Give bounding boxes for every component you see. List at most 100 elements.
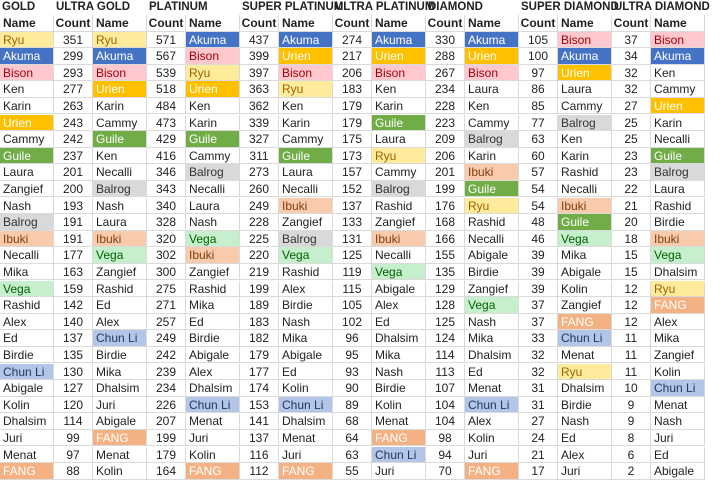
character-name-cell[interactable]: Dhalsim <box>372 330 426 347</box>
character-name-cell[interactable]: Urien <box>651 97 705 115</box>
count-cell[interactable]: 179 <box>333 114 372 132</box>
character-name-cell[interactable]: Abigale <box>651 463 705 480</box>
count-column-header[interactable]: Count <box>240 15 279 32</box>
count-cell[interactable]: 86 <box>519 81 558 98</box>
character-name-cell[interactable]: Ken <box>93 147 147 165</box>
character-name-cell[interactable]: Kolin <box>558 280 612 298</box>
character-name-cell[interactable]: Chun Li <box>279 396 333 414</box>
character-name-cell[interactable]: Cammy <box>372 164 426 181</box>
count-cell[interactable]: 293 <box>54 64 93 82</box>
character-name-cell[interactable]: Abigale <box>93 413 147 430</box>
character-name-cell[interactable]: Ryu <box>558 363 612 381</box>
count-cell[interactable]: 24 <box>519 429 558 447</box>
count-cell[interactable]: 399 <box>240 48 279 65</box>
character-name-cell[interactable]: Kolin <box>465 429 519 447</box>
character-name-cell[interactable]: Birdie <box>372 380 426 397</box>
count-cell[interactable]: 220 <box>240 247 279 264</box>
count-cell[interactable]: 164 <box>147 463 186 480</box>
character-name-cell[interactable]: Menat <box>93 446 147 464</box>
character-name-cell[interactable]: Nash <box>558 413 612 430</box>
character-name-cell[interactable]: Ryu <box>372 147 426 165</box>
count-cell[interactable]: 135 <box>426 263 465 281</box>
count-cell[interactable]: 153 <box>240 396 279 414</box>
character-name-cell[interactable]: Bison <box>93 64 147 82</box>
count-cell[interactable]: 277 <box>54 81 93 98</box>
character-name-cell[interactable]: Cammy <box>558 97 612 115</box>
count-cell[interactable]: 166 <box>426 230 465 248</box>
character-name-cell[interactable]: Laura <box>0 164 54 181</box>
count-cell[interactable]: 11 <box>612 346 651 364</box>
count-cell[interactable]: 23 <box>612 164 651 181</box>
character-name-cell[interactable]: Laura <box>186 197 240 215</box>
character-name-cell[interactable]: Dhalsim <box>186 380 240 397</box>
character-name-cell[interactable]: FANG <box>651 297 705 314</box>
count-cell[interactable]: 31 <box>519 380 558 397</box>
character-name-cell[interactable]: Chun Li <box>93 330 147 347</box>
character-name-cell[interactable]: Balrog <box>372 180 426 198</box>
count-cell[interactable]: 54 <box>519 197 558 215</box>
count-cell[interactable]: 39 <box>519 263 558 281</box>
character-name-cell[interactable]: Ed <box>372 313 426 331</box>
count-cell[interactable]: 179 <box>240 346 279 364</box>
count-cell[interactable]: 189 <box>240 297 279 314</box>
character-name-cell[interactable]: Mika <box>558 247 612 264</box>
character-name-cell[interactable]: Nash <box>372 363 426 381</box>
count-cell[interactable]: 182 <box>240 330 279 347</box>
character-name-cell[interactable]: Urien <box>93 81 147 98</box>
count-cell[interactable]: 176 <box>426 197 465 215</box>
count-cell[interactable]: 191 <box>54 214 93 231</box>
count-cell[interactable]: 174 <box>240 380 279 397</box>
character-name-cell[interactable]: Mika <box>279 330 333 347</box>
count-cell[interactable]: 330 <box>426 31 465 49</box>
count-cell[interactable]: 90 <box>333 380 372 397</box>
character-name-cell[interactable]: Abigale <box>465 247 519 264</box>
count-cell[interactable]: 12 <box>612 280 651 298</box>
character-name-cell[interactable]: Guile <box>186 131 240 148</box>
character-name-cell[interactable]: Birdie <box>465 263 519 281</box>
count-cell[interactable]: 201 <box>426 164 465 181</box>
count-cell[interactable]: 32 <box>519 363 558 381</box>
character-name-cell[interactable]: Vega <box>186 230 240 248</box>
character-name-cell[interactable]: Cammy <box>651 81 705 98</box>
count-cell[interactable]: 137 <box>240 429 279 447</box>
character-name-cell[interactable]: Mika <box>0 263 54 281</box>
character-name-cell[interactable]: Zangief <box>0 180 54 198</box>
character-name-cell[interactable]: Ibuki <box>0 230 54 248</box>
character-name-cell[interactable]: Guile <box>279 147 333 165</box>
count-cell[interactable]: 234 <box>426 81 465 98</box>
character-name-cell[interactable]: Menat <box>0 446 54 464</box>
character-name-cell[interactable]: Rashid <box>465 214 519 231</box>
character-name-cell[interactable]: Akuma <box>465 31 519 49</box>
count-cell[interactable]: 416 <box>147 147 186 165</box>
character-name-cell[interactable]: Akuma <box>0 48 54 65</box>
character-name-cell[interactable]: Ibuki <box>279 197 333 215</box>
count-cell[interactable]: 267 <box>426 64 465 82</box>
character-name-cell[interactable]: Karin <box>93 97 147 115</box>
character-name-cell[interactable]: Juri <box>93 396 147 414</box>
character-name-cell[interactable]: Dhalsim <box>279 413 333 430</box>
character-name-cell[interactable]: Guile <box>372 114 426 132</box>
character-name-cell[interactable]: Necalli <box>372 247 426 264</box>
count-cell[interactable]: 2 <box>612 463 651 480</box>
name-column-header[interactable]: Name <box>465 15 519 32</box>
character-name-cell[interactable]: Chun Li <box>558 330 612 347</box>
character-name-cell[interactable]: Nash <box>279 313 333 331</box>
name-column-header[interactable]: Name <box>651 15 705 32</box>
character-name-cell[interactable]: Zangief <box>279 214 333 231</box>
count-cell[interactable]: 32 <box>612 81 651 98</box>
count-cell[interactable]: 234 <box>147 380 186 397</box>
count-cell[interactable]: 175 <box>333 131 372 148</box>
character-name-cell[interactable]: Urien <box>186 81 240 98</box>
count-cell[interactable]: 127 <box>54 380 93 397</box>
count-cell[interactable]: 539 <box>147 64 186 82</box>
character-name-cell[interactable]: FANG <box>372 429 426 447</box>
character-name-cell[interactable]: Cammy <box>279 131 333 148</box>
character-name-cell[interactable]: Necalli <box>186 180 240 198</box>
count-cell[interactable]: 179 <box>333 97 372 115</box>
count-cell[interactable]: 104 <box>426 413 465 430</box>
count-cell[interactable]: 300 <box>147 263 186 281</box>
character-name-cell[interactable]: Ed <box>279 363 333 381</box>
count-cell[interactable]: 320 <box>147 230 186 248</box>
count-cell[interactable]: 100 <box>519 48 558 65</box>
character-name-cell[interactable]: Menat <box>186 413 240 430</box>
